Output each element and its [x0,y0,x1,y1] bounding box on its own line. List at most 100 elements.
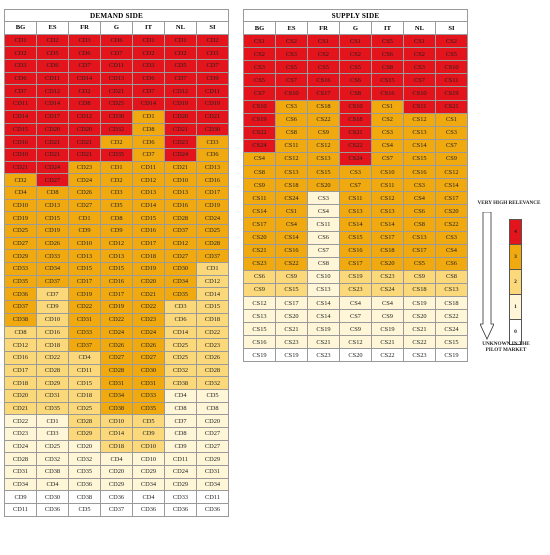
supply-criterion-cell: CS2 [243,47,276,62]
demand-criterion-cell: CD25 [164,350,197,365]
demand-column-header: BG [4,21,37,35]
demand-criterion-cell: CD1 [196,262,229,276]
supply-criterion-cell: CS23 [307,348,340,363]
demand-criterion-cell: CD24 [164,465,197,479]
demand-criterion-cell: CD6 [132,71,165,86]
supply-criterion-cell: CS24 [339,151,372,167]
demand-criterion-cell: CD3 [196,135,229,149]
legend-level-2: 2 [510,270,521,295]
supply-criterion-cell: CS2 [339,47,372,62]
supply-criterion-cell: CS7 [339,178,372,193]
demand-criterion-cell: CD9 [132,427,165,441]
demand-criterion-cell: CD36 [100,490,133,505]
demand-criterion-cell: CD32 [68,452,101,467]
demand-criterion-cell: CD24 [36,160,69,175]
supply-criterion-cell: CS20 [403,309,436,324]
demand-criterion-cell: CD25 [4,224,37,238]
demand-criterion-cell: CD32 [196,376,229,390]
demand-criterion-cell: CD1 [68,211,101,225]
demand-criterion-cell: CD10 [100,414,133,428]
supply-criterion-cell: CS1 [435,112,468,127]
demand-criterion-cell: CD8 [132,122,165,137]
demand-criterion-cell: CD15 [68,262,101,276]
demand-criterion-cell: CD2 [132,46,165,61]
demand-side-title: DEMAND SIDE [4,9,229,22]
demand-criterion-cell: CD31 [196,465,229,479]
demand-criterion-cell: CD22 [36,350,69,365]
demand-criterion-cell: CD33 [164,490,197,505]
demand-criterion-cell: CD6 [4,71,37,86]
supply-criterion-cell: CS11 [435,73,468,88]
demand-criterion-cell: CD22 [4,414,37,428]
demand-criterion-cell: CD31 [4,465,37,479]
supply-criterion-cell: CS13 [371,204,404,219]
demand-criterion-cell: CD3 [36,427,69,441]
demand-criterion-cell: CD4 [100,452,133,467]
demand-criterion-cell: CD18 [196,312,229,327]
supply-criterion-cell: CS7 [307,243,340,258]
demand-criterion-cell: CD2 [4,46,37,61]
supply-criterion-cell: CS5 [339,60,372,75]
demand-criterion-cell: CD13 [196,160,229,175]
supply-criterion-cell: CS22 [275,256,308,271]
demand-criterion-cell: CD29 [68,427,101,441]
demand-criterion-cell: CD27 [132,350,165,365]
demand-criterion-cell: CD26 [100,338,133,352]
supply-criterion-cell: CS9 [307,125,340,140]
demand-criterion-cell: CD7 [36,287,69,302]
demand-criterion-cell: CD23 [132,312,165,327]
table-row: CS9 CS18 CS20 CS7 CS11 CS3 CS14 [243,178,468,193]
supply-criterion-cell: CS16 [371,86,404,101]
supply-criterion-cell: CS17 [371,230,404,245]
demand-criterion-cell: CD17 [68,274,101,289]
supply-criterion-cell: CS10 [339,99,372,114]
demand-criterion-cell: CD29 [196,452,229,467]
demand-criterion-cell: CD14 [132,198,165,213]
supply-criterion-cell: CS21 [339,125,372,140]
table-row: CD31 CD38 CD35 CD20 CD29 CD24 CD31 [4,465,229,479]
demand-criterion-cell: CD26 [68,185,101,200]
demand-criterion-cell: CD5 [36,46,69,61]
supply-criterion-cell: CS20 [275,309,308,324]
supply-criterion-cell: CS19 [243,112,276,127]
demand-criterion-cell: CD15 [4,122,37,137]
demand-criterion-cell: CD16 [196,173,229,187]
demand-criterion-cell: CD10 [132,452,165,467]
demand-criterion-cell: CD22 [100,312,133,327]
table-row: CD25 CD19 CD9 CD9 CD16 CD37 CD25 [4,224,229,238]
demand-criterion-cell: CD29 [4,249,37,264]
demand-criterion-cell: CD34 [100,388,133,403]
demand-criterion-cell: CD14 [196,287,229,302]
demand-criterion-cell: CD37 [164,224,197,238]
demand-criterion-cell: CD9 [68,224,101,238]
supply-criterion-cell: CS8 [339,86,372,101]
demand-criterion-cell: CD23 [196,338,229,352]
demand-criterion-cell: CD34 [196,477,229,492]
demand-criterion-cell: CD7 [4,84,37,99]
demand-criterion-cell: CD37 [36,274,69,289]
demand-criterion-cell: CD12 [100,236,133,251]
demand-criterion-cell: CD31 [132,376,165,390]
demand-criterion-cell: CD5 [164,59,197,73]
demand-criterion-cell: CD3 [164,300,197,314]
table-row: CD7 CD12 CD2 CD21 CD7 CD12 CD11 [4,84,229,99]
supply-criterion-cell: CS17 [403,243,436,258]
demand-criterion-cell: CD17 [100,287,133,302]
table-row: CS11 CS24 CS3 CS11 CS12 CS4 CS17 [243,191,468,206]
demand-criterion-cell: CD15 [196,300,229,314]
supply-table-body: CS1 CS2 CS1 CS1 CS5 CS1 CS2 CS2 CS3 CS2 CS2 CS6 CS2 C… [243,34,468,363]
demand-criterion-cell: CD5 [100,198,133,213]
supply-criterion-cell: CS20 [339,348,372,363]
table-row: CD19 CD15 CD1 CD8 CD15 CD28 CD24 [4,211,229,225]
demand-criterion-cell: CD19 [36,224,69,238]
demand-criterion-cell: CD16 [4,135,37,149]
supply-criterion-cell: CS3 [435,230,468,245]
demand-criterion-cell: CD30 [132,363,165,378]
demand-criterion-cell: CD28 [68,414,101,428]
supply-criterion-cell: CS20 [243,230,276,245]
demand-criterion-cell: CD19 [68,287,101,302]
demand-criterion-cell: CD25 [100,97,133,111]
supply-criterion-cell: CS12 [371,191,404,206]
demand-criterion-cell: CD1 [132,33,165,48]
table-row: CS6 CS9 CS10 CS19 CS23 CS9 CS8 [243,269,468,284]
